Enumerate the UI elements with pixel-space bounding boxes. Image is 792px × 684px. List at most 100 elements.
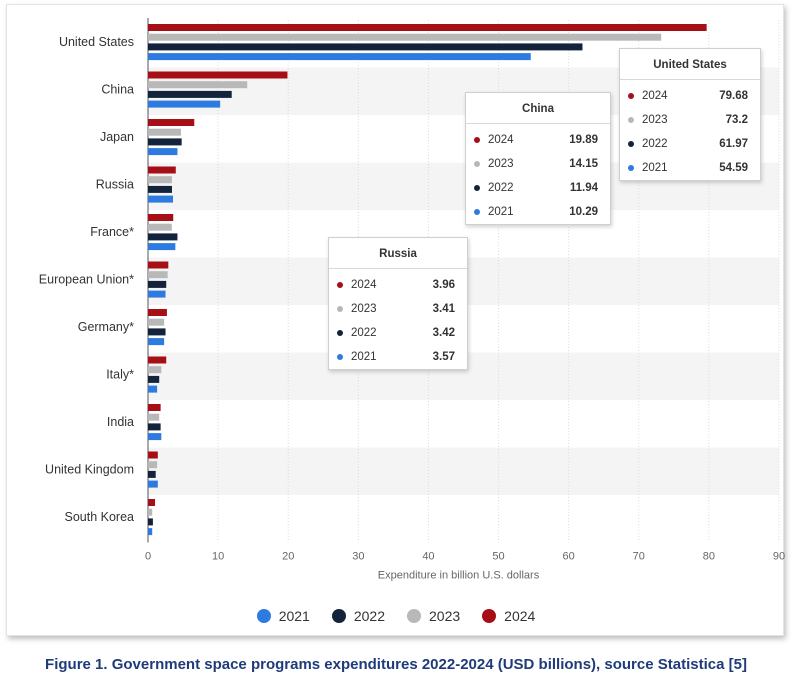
bar-2024-france- xyxy=(148,214,174,221)
x-tick-label: 20 xyxy=(282,551,294,563)
bar-2022-germany- xyxy=(148,328,166,336)
category-label: United States xyxy=(59,35,134,49)
tooltip-united-states: United States 2024 79.68 2023 73.2 2022 61.97… xyxy=(619,48,761,181)
legend-swatch xyxy=(331,609,346,623)
category-label: Japan xyxy=(100,130,134,144)
bar-2021-european-union- xyxy=(148,290,166,298)
tooltip-row: 2024 79.68 xyxy=(620,84,760,108)
chart-legend: 2021 2022 2023 2024 xyxy=(0,608,792,624)
x-tick-label: 0 xyxy=(145,551,151,563)
category-label: India xyxy=(107,415,134,429)
bar-2024-india xyxy=(148,404,161,411)
tooltip-value: 3.57 xyxy=(432,351,455,363)
bar-2024-japan xyxy=(148,119,195,126)
category-label: South Korea xyxy=(65,510,135,524)
tooltip-row: 2023 73.2 xyxy=(620,108,760,132)
series-dot-icon xyxy=(628,93,634,99)
bar-2022-russia xyxy=(148,185,172,193)
bar-2021-germany- xyxy=(148,338,165,346)
legend-swatch xyxy=(407,609,421,623)
tooltip-value: 79.68 xyxy=(719,90,748,102)
legend-item-2022[interactable]: 2022 xyxy=(331,608,385,624)
bar-2023-china xyxy=(148,81,248,89)
tooltip-value: 54.59 xyxy=(719,162,748,174)
tooltip-row: 2023 14.15 xyxy=(466,152,610,176)
bar-2024-germany- xyxy=(148,309,167,316)
tooltip-year: 2023 xyxy=(351,303,377,315)
bar-2023-india xyxy=(148,413,160,421)
bar-2021-south-korea xyxy=(148,528,153,536)
legend-item-2024[interactable]: 2024 xyxy=(482,608,535,624)
bar-2023-united-states xyxy=(148,33,662,41)
tooltip-year: 2024 xyxy=(488,134,514,146)
bar-2024-china xyxy=(148,71,288,79)
bar-2024-united-states xyxy=(148,24,707,31)
bar-2024-united-kingdom xyxy=(148,451,158,459)
bar-2022-japan xyxy=(148,138,182,146)
bar-2022-china xyxy=(148,90,232,98)
tooltip-value: 19.89 xyxy=(569,134,598,146)
bar-2023-european-union- xyxy=(148,271,168,279)
tooltip-year: 2021 xyxy=(642,162,668,174)
bar-2021-india xyxy=(148,433,162,441)
bar-2021-italy- xyxy=(148,385,158,393)
bar-2022-united-kingdom xyxy=(148,470,156,478)
series-dot-icon xyxy=(474,161,480,167)
tooltip-year: 2022 xyxy=(488,182,514,194)
bar-2021-france- xyxy=(148,243,176,251)
tooltip-value: 3.42 xyxy=(432,327,455,339)
category-label: China xyxy=(101,83,134,97)
tooltip-year: 2022 xyxy=(642,138,668,150)
legend-swatch xyxy=(482,609,497,623)
tooltip-value: 61.97 xyxy=(719,138,748,150)
x-tick-label: 80 xyxy=(703,551,715,563)
bar-2022-india xyxy=(148,423,161,431)
tooltip-title: Russia xyxy=(329,238,467,269)
legend-label: 2024 xyxy=(504,608,536,624)
series-dot-icon xyxy=(337,306,343,312)
legend-item-2021[interactable]: 2021 xyxy=(256,608,310,624)
x-axis-label: Expenditure in billion U.S. dollars xyxy=(378,570,540,582)
figure-caption: Figure 1. Government space programs expe… xyxy=(45,656,747,673)
bar-2022-france- xyxy=(148,233,178,241)
tooltip-year: 2021 xyxy=(488,206,514,218)
series-dot-icon xyxy=(628,165,634,171)
x-tick-label: 60 xyxy=(563,551,575,563)
bar-2021-united-states xyxy=(148,53,531,61)
bar-2023-germany- xyxy=(148,318,165,326)
category-label: Germany* xyxy=(78,320,134,334)
tooltip-year: 2023 xyxy=(488,158,514,170)
x-tick-label: 10 xyxy=(212,551,224,563)
category-label: Italy* xyxy=(106,368,134,382)
tooltip-russia: Russia 2024 3.96 2023 3.41 2022 3.42 2021 3.57 xyxy=(328,237,468,370)
tooltip-row: 2021 10.29 xyxy=(466,200,610,224)
series-dot-icon xyxy=(337,330,343,336)
tooltip-row: 2024 19.89 xyxy=(466,128,610,152)
tooltip-row: 2022 11.94 xyxy=(466,176,610,200)
tooltip-row: 2023 3.41 xyxy=(329,297,467,321)
bar-2021-russia xyxy=(148,195,174,203)
tooltip-value: 14.15 xyxy=(569,158,598,170)
legend-label: 2021 xyxy=(278,608,310,624)
bar-2024-russia xyxy=(148,166,176,174)
tooltip-year: 2021 xyxy=(351,351,377,363)
bar-2021-united-kingdom xyxy=(148,480,158,488)
category-label: Russia xyxy=(96,178,134,192)
series-dot-icon xyxy=(337,354,343,360)
tooltip-value: 73.2 xyxy=(725,114,748,126)
bar-2021-japan xyxy=(148,148,178,156)
legend-label: 2022 xyxy=(353,608,385,624)
category-label: European Union* xyxy=(39,273,134,287)
series-dot-icon xyxy=(474,209,480,215)
tooltip-row: 2022 61.97 xyxy=(620,132,760,156)
series-dot-icon xyxy=(474,137,480,143)
bar-2024-south-korea xyxy=(148,499,156,506)
legend-item-2023[interactable]: 2023 xyxy=(407,608,460,624)
tooltip-value: 10.29 xyxy=(569,206,598,218)
series-dot-icon xyxy=(628,141,634,147)
bar-2022-european-union- xyxy=(148,280,167,288)
x-tick-label: 50 xyxy=(492,551,504,563)
series-dot-icon xyxy=(337,282,343,288)
bar-2023-united-kingdom xyxy=(148,461,158,469)
tooltip-row: 2024 3.96 xyxy=(329,273,467,297)
